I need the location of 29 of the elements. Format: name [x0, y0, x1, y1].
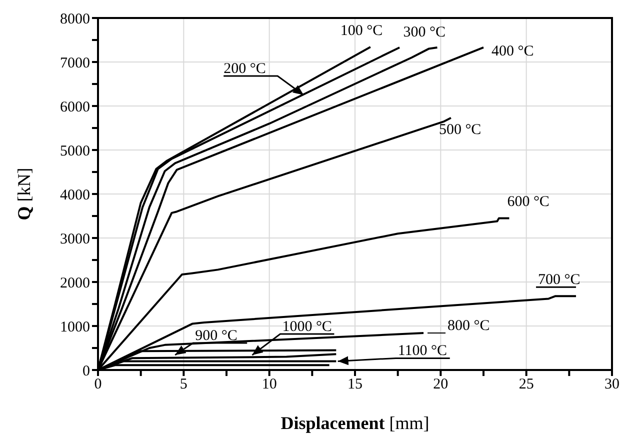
- y-axis-title: Q [kN]: [14, 168, 34, 220]
- annotation: 300 °C: [403, 24, 446, 40]
- x-axis-title: Displacement [mm]: [280, 413, 430, 433]
- y-tick-label: 8000: [60, 11, 90, 28]
- y-tick-label: 1000: [60, 319, 90, 336]
- y-tick-label: 2000: [60, 275, 90, 292]
- y-tick-label: 4000: [60, 187, 90, 204]
- y-tick-label: 0: [82, 363, 90, 380]
- annotation: 500 °C: [438, 122, 482, 138]
- x-tick-label: 30: [604, 376, 620, 393]
- y-tick-label: 5000: [60, 143, 90, 160]
- x-tick-label: 10: [262, 376, 277, 393]
- annotation: 1100 °C: [398, 343, 448, 360]
- x-tick-label: 20: [433, 376, 448, 393]
- annotation: 600 °C: [507, 194, 550, 210]
- x-tick-label: 5: [180, 376, 188, 393]
- y-tick-label: 3000: [60, 231, 90, 248]
- annotation: 700 °C: [538, 272, 580, 288]
- annotation: 200 °C: [224, 61, 266, 77]
- x-tick-label: 25: [518, 376, 534, 393]
- annotation: 400 °C: [492, 43, 534, 60]
- annotation: 1000 °C: [282, 319, 332, 336]
- x-tick-label: 15: [348, 376, 362, 393]
- annotation: 900 °C: [195, 328, 238, 344]
- y-tick-label: 6000: [60, 99, 90, 116]
- x-tick-label: 0: [94, 376, 102, 393]
- annotation: 100 °C: [340, 23, 383, 40]
- y-tick-label: 7000: [60, 55, 90, 72]
- annotation: 800 °C: [448, 318, 490, 334]
